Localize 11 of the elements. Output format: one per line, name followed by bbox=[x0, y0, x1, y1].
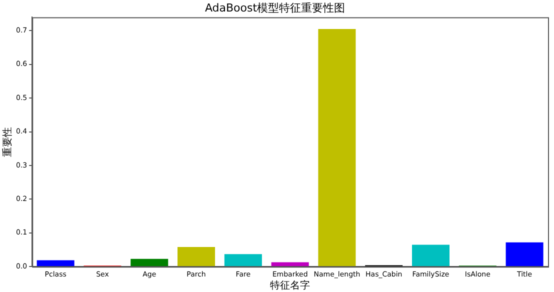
bar bbox=[271, 262, 309, 266]
bar bbox=[36, 260, 74, 266]
bar bbox=[506, 242, 544, 266]
bar bbox=[178, 247, 216, 266]
chart-title: AdaBoost模型特征重要性图 bbox=[204, 1, 346, 14]
y-axis-title: 重要性 bbox=[2, 126, 14, 157]
x-axis-title: 特征名字 bbox=[270, 280, 310, 292]
bar bbox=[130, 258, 168, 266]
bar bbox=[412, 244, 450, 266]
bar bbox=[318, 28, 356, 266]
bar bbox=[224, 254, 262, 266]
